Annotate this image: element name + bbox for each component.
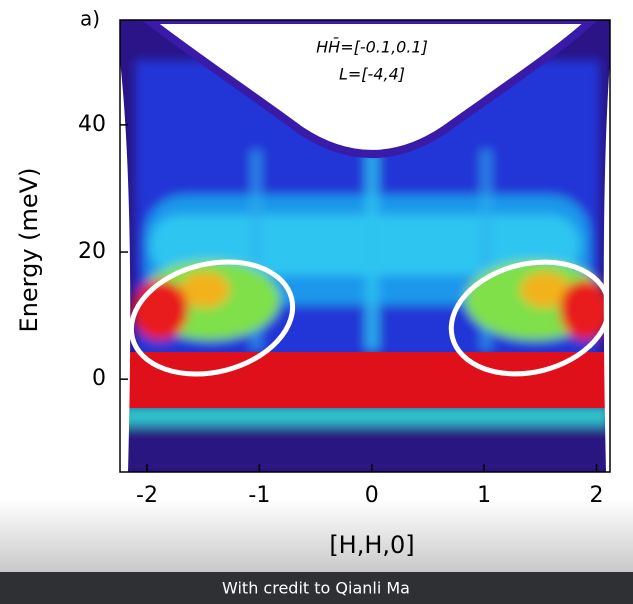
- heatmap: [120, 20, 610, 472]
- background-fade: [0, 500, 633, 572]
- heatmap-intensity: [120, 60, 610, 472]
- annotation: L=[-4,4]: [339, 65, 405, 84]
- annotation: HH̄=[-0.1,0.1]: [316, 38, 428, 57]
- x-tick-label: -2: [136, 483, 158, 508]
- elastic-band: [120, 352, 610, 408]
- x-tick-label: -1: [248, 483, 270, 508]
- highlight-ellipse: [448, 259, 612, 377]
- highlight-ellipse: [128, 259, 296, 377]
- x-tick-label: 1: [477, 483, 491, 508]
- panel-label: a): [80, 7, 100, 31]
- y-tick-label: 20: [78, 239, 106, 264]
- caption: With credit to Qianli Ma: [222, 579, 410, 598]
- plot-frame: [119, 19, 611, 473]
- right-edge: [603, 60, 610, 472]
- x-tick-label: 2: [590, 483, 604, 508]
- kinematic-limit: [141, 20, 598, 158]
- y-tick-label: 40: [78, 112, 106, 137]
- caption-bar: [0, 572, 633, 604]
- x-axis-label: [H,H,0]: [329, 531, 414, 559]
- left-edge: [120, 60, 131, 472]
- y-tick-label: 0: [92, 366, 106, 391]
- y-axis-label: Energy (meV): [15, 168, 43, 333]
- x-tick-label: 0: [365, 483, 379, 508]
